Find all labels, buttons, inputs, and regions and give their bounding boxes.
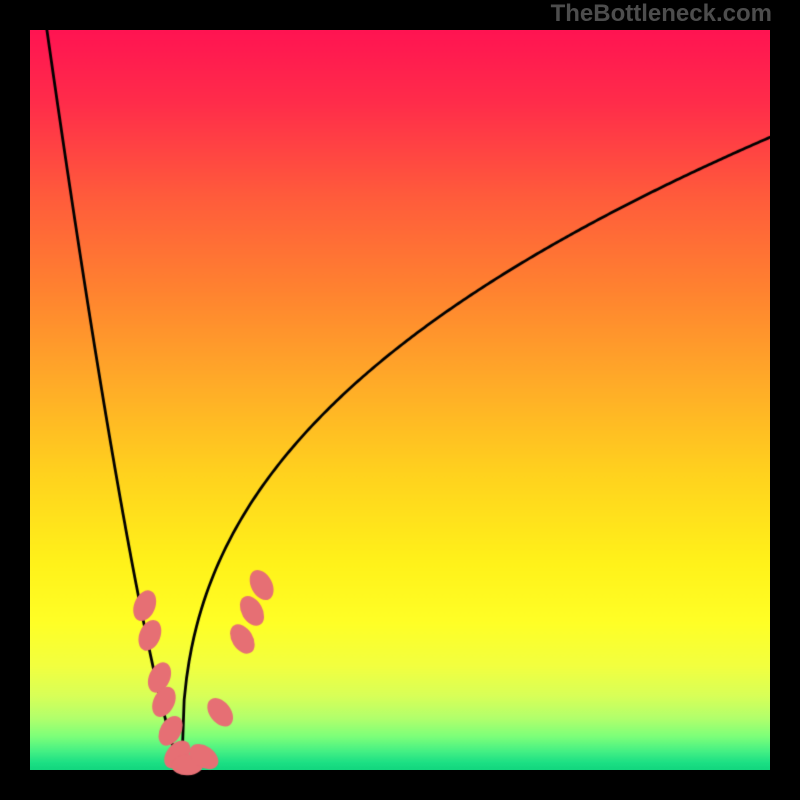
- bottleneck-curve-layer: [0, 0, 800, 800]
- watermark-text: TheBottleneck.com: [551, 0, 772, 28]
- figure-root: TheBottleneck.com: [0, 0, 800, 800]
